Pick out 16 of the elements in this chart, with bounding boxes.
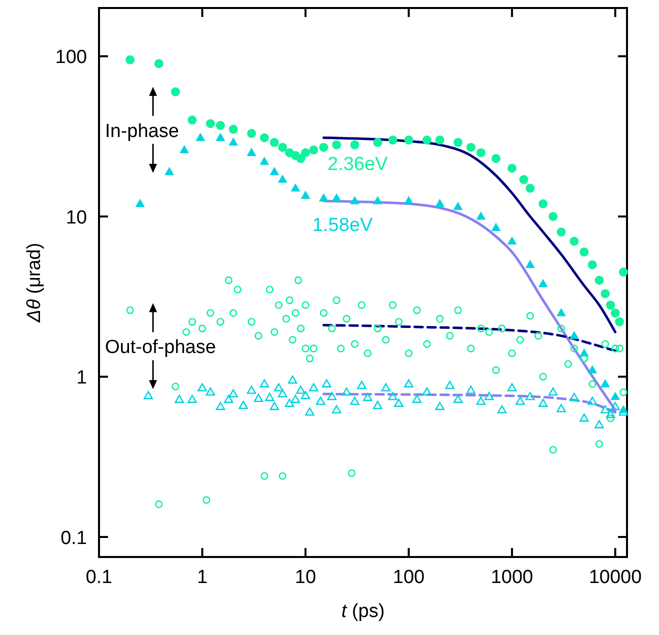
- series-label: 2.36eV: [328, 154, 388, 176]
- y-tick-label: 10: [66, 207, 87, 228]
- x-axis-title: t (ps): [341, 601, 385, 622]
- x-tick-label: 1: [196, 567, 208, 588]
- y-tick-label: 0.1: [60, 528, 87, 549]
- annotation: Out-of-phase: [105, 337, 216, 358]
- x-tick-label: 10000: [588, 567, 642, 588]
- y-tick-label: 1: [76, 368, 87, 389]
- x-tick-label: 1000: [490, 567, 534, 588]
- annotation: In-phase: [105, 120, 179, 142]
- x-tick-label: 100: [392, 567, 425, 588]
- x-tick-label: 0.1: [86, 567, 112, 588]
- x-tick-label: 10: [294, 567, 316, 588]
- y-axis-title: Δθ (μrad): [24, 242, 45, 324]
- series-label: 1.58eV: [312, 214, 373, 236]
- y-tick-label: 100: [55, 47, 87, 68]
